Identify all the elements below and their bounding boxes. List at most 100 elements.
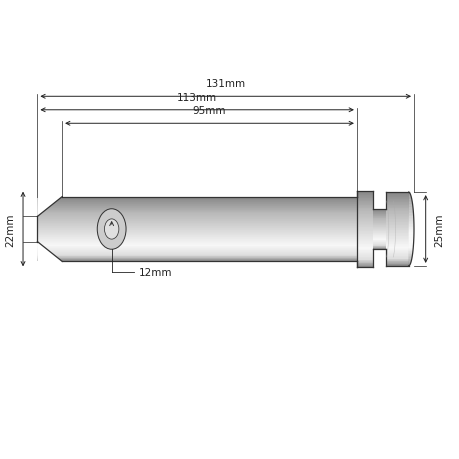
Polygon shape <box>356 257 372 258</box>
Polygon shape <box>385 265 408 266</box>
Polygon shape <box>385 261 408 262</box>
Polygon shape <box>37 205 62 206</box>
Polygon shape <box>385 259 408 260</box>
Polygon shape <box>356 264 372 265</box>
Polygon shape <box>408 199 411 200</box>
Polygon shape <box>62 233 356 234</box>
Polygon shape <box>62 249 356 250</box>
Polygon shape <box>385 260 408 261</box>
Polygon shape <box>62 260 356 261</box>
Polygon shape <box>356 210 372 211</box>
Polygon shape <box>385 224 408 225</box>
Polygon shape <box>408 238 413 239</box>
Polygon shape <box>408 246 413 247</box>
Ellipse shape <box>104 219 118 240</box>
Polygon shape <box>408 211 413 212</box>
Polygon shape <box>408 224 413 225</box>
Polygon shape <box>356 238 372 239</box>
Polygon shape <box>62 254 356 255</box>
Polygon shape <box>62 244 356 245</box>
Polygon shape <box>385 216 408 217</box>
Polygon shape <box>356 240 372 241</box>
Polygon shape <box>62 239 356 240</box>
Polygon shape <box>408 247 413 248</box>
Polygon shape <box>385 251 408 252</box>
Polygon shape <box>385 221 408 222</box>
Polygon shape <box>37 257 62 258</box>
Polygon shape <box>37 219 62 220</box>
Polygon shape <box>385 262 408 263</box>
Polygon shape <box>385 234 408 235</box>
Polygon shape <box>37 237 62 238</box>
Polygon shape <box>408 213 413 214</box>
Polygon shape <box>62 214 356 215</box>
Polygon shape <box>37 241 62 242</box>
Polygon shape <box>408 221 413 222</box>
Polygon shape <box>37 261 62 262</box>
Polygon shape <box>408 210 412 211</box>
Polygon shape <box>62 228 356 229</box>
Polygon shape <box>385 212 408 213</box>
Polygon shape <box>37 231 62 232</box>
Polygon shape <box>356 255 372 256</box>
Polygon shape <box>62 225 356 226</box>
Polygon shape <box>37 236 62 237</box>
Polygon shape <box>408 250 412 251</box>
Polygon shape <box>37 204 62 205</box>
Polygon shape <box>385 229 408 230</box>
Polygon shape <box>356 242 372 243</box>
Polygon shape <box>62 207 356 208</box>
Polygon shape <box>62 201 356 202</box>
Polygon shape <box>408 258 411 259</box>
Polygon shape <box>408 262 410 263</box>
Polygon shape <box>37 249 62 250</box>
Polygon shape <box>37 206 62 207</box>
Polygon shape <box>37 209 62 210</box>
Polygon shape <box>356 196 372 197</box>
Polygon shape <box>385 226 408 227</box>
Polygon shape <box>37 254 62 255</box>
Polygon shape <box>37 208 62 209</box>
Polygon shape <box>37 199 62 200</box>
Polygon shape <box>408 239 413 240</box>
Polygon shape <box>62 243 356 244</box>
Polygon shape <box>408 203 412 204</box>
Polygon shape <box>408 265 409 266</box>
Polygon shape <box>385 247 408 248</box>
Polygon shape <box>356 256 372 257</box>
Polygon shape <box>37 238 62 239</box>
Polygon shape <box>356 259 372 260</box>
Polygon shape <box>37 251 62 252</box>
Polygon shape <box>385 195 408 196</box>
Polygon shape <box>37 252 62 253</box>
Polygon shape <box>356 213 372 214</box>
Polygon shape <box>356 207 372 208</box>
Polygon shape <box>37 197 62 217</box>
Polygon shape <box>37 242 62 262</box>
Polygon shape <box>408 263 410 264</box>
Polygon shape <box>62 256 356 257</box>
Polygon shape <box>356 266 372 267</box>
Polygon shape <box>356 251 372 252</box>
Polygon shape <box>385 228 408 229</box>
Polygon shape <box>62 248 356 249</box>
Polygon shape <box>37 244 62 245</box>
Polygon shape <box>37 228 62 229</box>
Polygon shape <box>62 238 356 239</box>
Polygon shape <box>385 206 408 207</box>
Polygon shape <box>62 197 356 198</box>
Polygon shape <box>37 259 62 260</box>
Polygon shape <box>408 253 412 254</box>
Polygon shape <box>37 256 62 257</box>
Polygon shape <box>356 250 372 251</box>
Polygon shape <box>356 191 372 192</box>
Polygon shape <box>37 255 62 256</box>
Polygon shape <box>356 234 372 235</box>
Polygon shape <box>62 205 356 206</box>
Polygon shape <box>356 252 372 253</box>
Polygon shape <box>356 248 372 249</box>
Polygon shape <box>62 224 356 225</box>
Polygon shape <box>385 241 408 242</box>
Polygon shape <box>408 234 413 235</box>
Polygon shape <box>356 262 372 268</box>
